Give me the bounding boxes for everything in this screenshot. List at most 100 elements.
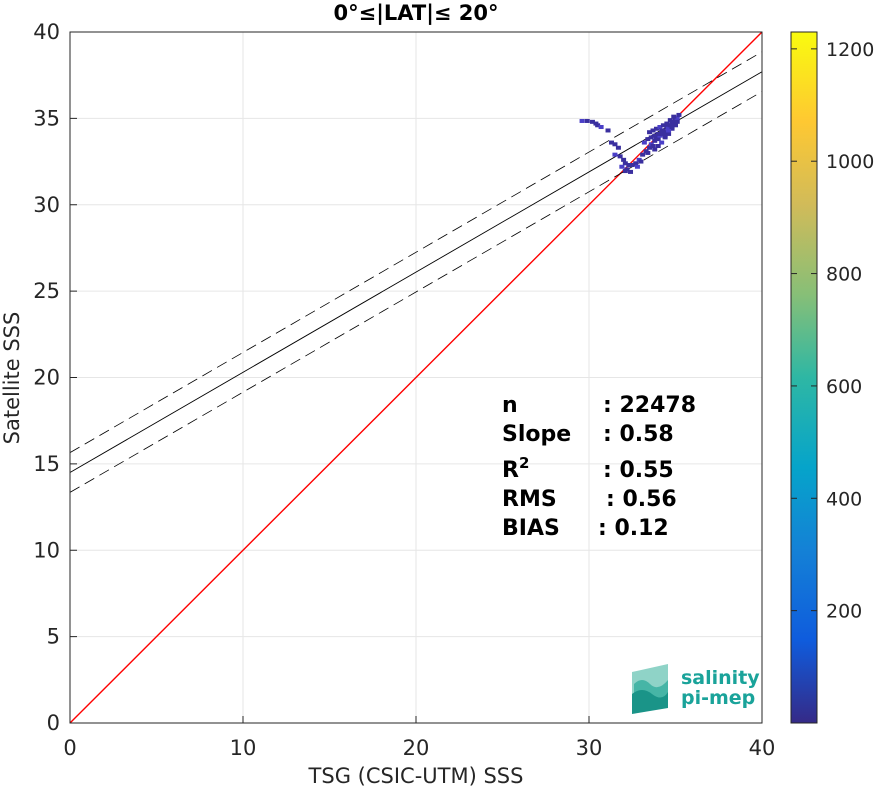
data-point	[662, 133, 668, 138]
scatter-points	[579, 112, 682, 174]
colorbar-tick-label: 800	[826, 264, 862, 286]
colorbar-ticks: 200 400 600 800 1000 1200	[791, 39, 874, 623]
data-point	[655, 137, 661, 142]
regression-band-line	[70, 91, 762, 493]
y-tick-label: 5	[47, 625, 60, 649]
svg-text:pi-mep: pi-mep	[681, 687, 755, 709]
y-axis-label: Satellite SSS	[0, 312, 24, 445]
chart-title: 0°≤|LAT|≤ 20°	[333, 1, 498, 26]
y-tick-label: 10	[33, 538, 60, 562]
data-point	[615, 145, 621, 150]
data-point	[584, 118, 590, 123]
data-point	[662, 130, 668, 135]
colorbar-tick-label: 200	[826, 601, 862, 623]
data-point	[619, 164, 625, 169]
data-point	[674, 119, 680, 124]
y-tick-label: 40	[33, 20, 60, 44]
data-point	[628, 169, 634, 174]
data-point	[612, 152, 618, 157]
data-point	[633, 161, 639, 166]
data-point	[589, 119, 595, 124]
svg-text:salinity: salinity	[681, 667, 760, 689]
data-point	[652, 138, 658, 143]
data-point	[629, 163, 635, 168]
data-point	[626, 163, 632, 168]
data-point	[653, 126, 659, 131]
y-tick-label: 35	[33, 106, 60, 130]
data-point	[652, 147, 658, 152]
y-tick-label: 20	[33, 366, 60, 390]
data-point	[598, 125, 604, 130]
y-axis-ticks: 0 5 10 15 20 25 30 35 40	[33, 20, 77, 735]
x-tick-label: 40	[749, 736, 776, 760]
stat-label: Slope	[502, 422, 571, 447]
data-point	[659, 131, 665, 136]
data-point	[671, 114, 677, 119]
data-point	[666, 131, 672, 136]
data-point	[608, 140, 614, 145]
y-tick-label: 30	[33, 193, 60, 217]
x-tick-label: 30	[576, 736, 603, 760]
data-point	[605, 128, 611, 133]
salinity-wave-icon	[632, 664, 668, 714]
data-point	[622, 161, 628, 166]
data-point	[659, 140, 665, 145]
data-point	[648, 135, 654, 140]
y-tick-label: 25	[33, 279, 60, 303]
stat-label: n	[502, 393, 518, 418]
data-point	[657, 125, 663, 130]
x-tick-label: 10	[230, 736, 257, 760]
data-point	[667, 118, 673, 123]
data-point	[666, 128, 672, 133]
data-point	[659, 128, 665, 133]
data-point	[645, 137, 651, 142]
stat-label: BIAS	[502, 516, 560, 541]
data-point	[655, 131, 661, 136]
data-point	[650, 144, 656, 149]
data-point	[612, 142, 618, 147]
y-tick-label: 0	[47, 711, 60, 735]
stat-value: : 0.12	[598, 516, 669, 541]
data-point	[664, 121, 670, 126]
data-point	[647, 145, 653, 150]
data-point	[579, 118, 585, 123]
identity-line	[70, 32, 762, 723]
stat-value: : 0.55	[603, 458, 674, 483]
logo: salinity pi-mep	[632, 664, 760, 714]
data-point	[634, 164, 640, 169]
data-point	[652, 133, 658, 138]
data-point	[621, 157, 627, 162]
data-point	[674, 116, 680, 121]
data-point	[617, 154, 623, 159]
data-point	[669, 125, 675, 130]
x-axis-label: TSG (CSIC-UTM) SSS	[308, 764, 524, 788]
data-point	[650, 128, 656, 133]
x-tick-label: 0	[63, 736, 76, 760]
data-point	[647, 130, 653, 135]
stat-value: : 0.58	[603, 422, 674, 447]
data-point	[624, 167, 630, 172]
stat-value: : 0.56	[606, 487, 677, 512]
data-point	[676, 112, 682, 117]
data-point	[645, 150, 651, 155]
y-tick-label: 15	[33, 452, 60, 476]
colorbar-tick-label: 1200	[826, 39, 874, 61]
data-point	[638, 159, 644, 164]
data-point	[673, 123, 678, 128]
colorbar-tick-label: 1000	[826, 151, 874, 173]
x-tick-label: 20	[403, 736, 430, 760]
regression-band-line	[70, 51, 762, 453]
data-point	[595, 123, 601, 128]
stat-value: : 22478	[603, 393, 696, 418]
data-point	[641, 140, 647, 145]
data-point	[640, 152, 646, 157]
data-point	[660, 123, 666, 128]
colorbar	[790, 31, 818, 724]
colorbar-tick-label: 600	[826, 376, 862, 398]
x-axis-ticks: 0 10 20 30 40	[63, 716, 775, 760]
colorbar-tick-label: 400	[826, 488, 862, 510]
stat-label: RMS	[502, 487, 557, 512]
data-point	[655, 144, 661, 149]
